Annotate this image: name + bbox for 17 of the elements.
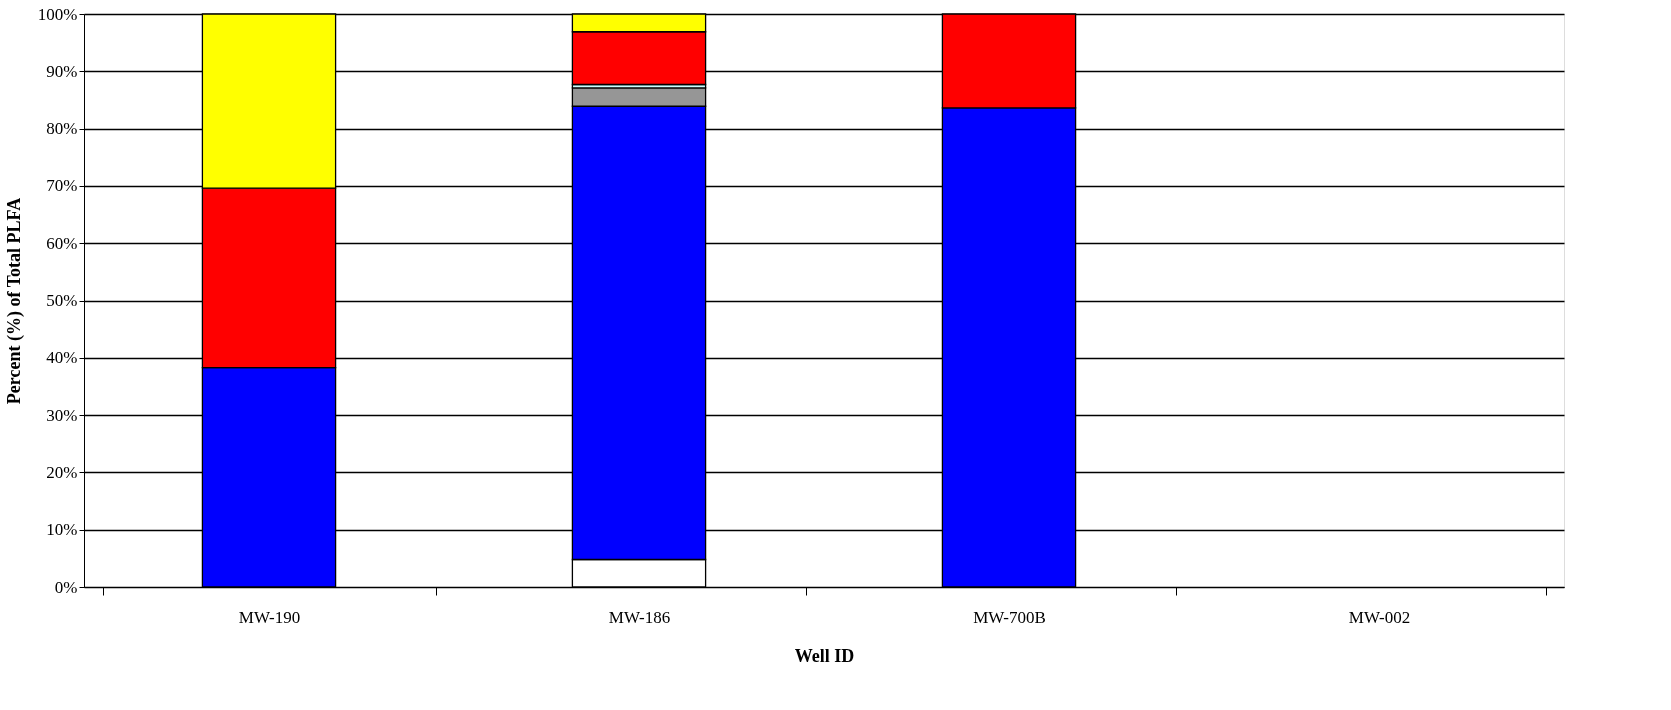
- y-tick-label: 70%: [46, 176, 78, 196]
- y-tick-label: 90%: [46, 61, 78, 81]
- y-tick-label: 0%: [54, 577, 78, 597]
- y-tick-label: 30%: [46, 405, 78, 425]
- x-axis-title: Well ID: [794, 645, 855, 666]
- y-tick-label: 100%: [37, 4, 78, 24]
- x-tick-label: MW-002: [1348, 607, 1411, 627]
- x-tick-label: MW-186: [608, 607, 671, 627]
- y-tick-label: 80%: [46, 119, 78, 139]
- x-tick-label: MW-190: [238, 607, 301, 627]
- x-tick-label: MW-700B: [973, 607, 1046, 627]
- y-tick-label: 50%: [46, 291, 78, 310]
- y-tick-label: 20%: [46, 462, 78, 482]
- y-tick-label: 10%: [46, 520, 78, 540]
- y-tick-label: 60%: [46, 233, 78, 253]
- y-tick-label: 40%: [46, 348, 78, 368]
- y-axis-title: Percent (%) of Total PLFA: [3, 197, 25, 405]
